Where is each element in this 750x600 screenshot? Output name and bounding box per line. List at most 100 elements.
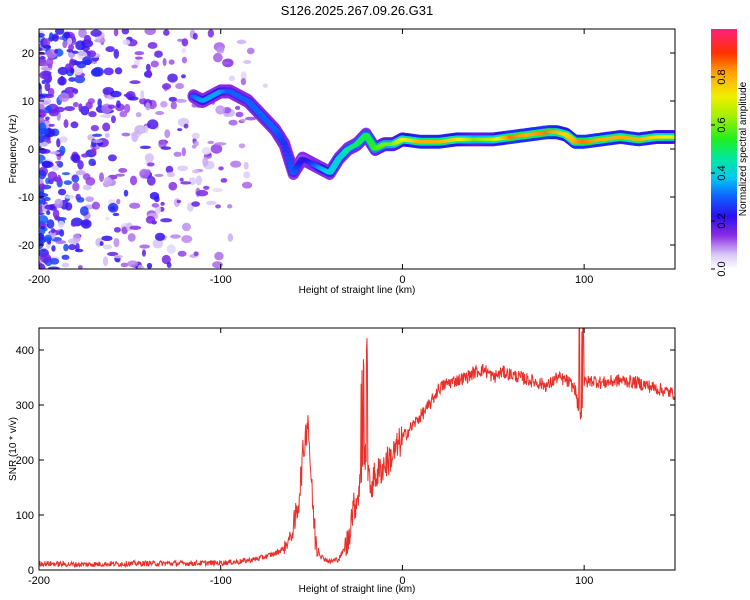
noise-blob bbox=[94, 38, 106, 43]
noise-blob bbox=[99, 241, 104, 247]
ridge-core bbox=[668, 135, 675, 139]
noise-blob bbox=[154, 195, 160, 203]
noise-blob bbox=[129, 202, 141, 209]
noise-blob bbox=[154, 173, 164, 177]
noise-blob bbox=[141, 249, 146, 257]
noise-blob bbox=[137, 264, 145, 269]
noise-blob bbox=[230, 160, 242, 168]
noise-blob bbox=[207, 140, 215, 145]
noise-blob bbox=[102, 244, 113, 250]
noise-blob bbox=[202, 156, 209, 167]
noise-blob bbox=[49, 151, 61, 155]
noise-blob bbox=[240, 118, 246, 123]
ridge-core bbox=[280, 142, 289, 146]
noise-blob bbox=[129, 175, 138, 186]
noise-blob bbox=[135, 112, 142, 118]
noise-blob bbox=[39, 169, 47, 180]
noise-blob bbox=[88, 111, 97, 118]
noise-blob bbox=[70, 121, 79, 129]
noise-blob bbox=[56, 138, 61, 148]
noise-blob bbox=[113, 254, 124, 259]
noise-blob bbox=[61, 172, 71, 176]
noise-blob bbox=[168, 59, 175, 65]
noise-blob bbox=[234, 105, 241, 111]
noise-blob bbox=[214, 142, 227, 146]
noise-blob bbox=[129, 225, 142, 230]
noise-blob bbox=[43, 38, 51, 47]
noise-blob bbox=[109, 90, 122, 98]
noise-blob bbox=[127, 96, 139, 101]
noise-blob bbox=[243, 171, 251, 179]
noise-blob bbox=[161, 83, 172, 90]
noise-blob bbox=[51, 33, 60, 42]
noise-blob bbox=[50, 228, 56, 234]
noise-blob bbox=[134, 124, 146, 135]
noise-blob bbox=[181, 38, 189, 47]
noise-blob bbox=[99, 114, 111, 118]
noise-blob bbox=[228, 119, 238, 126]
noise-blob bbox=[175, 98, 187, 103]
noise-blob bbox=[228, 75, 235, 82]
noise-blob bbox=[227, 204, 233, 209]
noise-blob bbox=[212, 261, 223, 269]
noise-blob bbox=[177, 128, 183, 132]
noise-blob bbox=[78, 103, 83, 112]
spectrogram-xlabel: Height of straight line (km) bbox=[299, 285, 416, 296]
noise-blob bbox=[240, 71, 247, 81]
noise-blob bbox=[55, 240, 66, 245]
noise-blob bbox=[123, 93, 134, 98]
noise-blob bbox=[212, 188, 223, 193]
noise-blob bbox=[214, 251, 224, 261]
noise-blob bbox=[44, 234, 52, 242]
noise-blob bbox=[70, 154, 80, 162]
noise-blob bbox=[41, 160, 52, 168]
noise-blob bbox=[77, 265, 83, 269]
noise-blob bbox=[122, 39, 131, 46]
noise-blob bbox=[144, 153, 155, 163]
noise-blob bbox=[243, 161, 249, 170]
noise-blob bbox=[192, 169, 200, 174]
noise-blob bbox=[145, 215, 156, 224]
noise-blob bbox=[39, 199, 43, 206]
noise-blob bbox=[85, 177, 96, 186]
noise-blob bbox=[107, 202, 119, 213]
x-tick-label: -200 bbox=[28, 274, 50, 286]
noise-blob bbox=[61, 262, 70, 268]
noise-blob bbox=[154, 50, 163, 58]
noise-blob bbox=[44, 81, 51, 92]
noise-blob bbox=[64, 195, 75, 199]
noise-blob bbox=[39, 148, 51, 154]
ridge-core bbox=[285, 160, 294, 164]
colorbar-tick-label: 0.4 bbox=[716, 165, 728, 180]
y-tick-label: 100 bbox=[16, 510, 34, 522]
noise-blob bbox=[46, 219, 55, 229]
colorbar-tick-label: 0.8 bbox=[716, 69, 728, 84]
spectrogram-ridge bbox=[187, 84, 675, 180]
noise-blob bbox=[39, 70, 52, 80]
noise-blob bbox=[104, 132, 110, 138]
noise-blob bbox=[65, 63, 72, 72]
noise-blob bbox=[64, 86, 76, 94]
noise-blob bbox=[62, 40, 68, 49]
noise-blob bbox=[40, 226, 46, 230]
figure-title: S126.2025.267.09.26.G31 bbox=[281, 3, 434, 18]
noise-blob bbox=[54, 29, 65, 35]
noise-blob bbox=[139, 168, 150, 179]
noise-blob bbox=[183, 123, 189, 129]
noise-blob bbox=[160, 101, 168, 108]
snr-axes: -200 -100 0 100 0 100 200 300 400 bbox=[16, 328, 675, 587]
noise-blob bbox=[135, 56, 143, 60]
colorbar-ticks: 0.0 0.2 0.4 0.6 0.8 bbox=[711, 69, 728, 277]
noise-blob bbox=[139, 244, 151, 249]
noise-blob bbox=[75, 170, 86, 176]
y-tick-label: 300 bbox=[16, 400, 34, 412]
noise-blob bbox=[181, 147, 186, 157]
noise-blob bbox=[134, 59, 141, 66]
noise-blob bbox=[64, 106, 75, 112]
noise-blob bbox=[191, 201, 200, 207]
y-tick-label: 0 bbox=[28, 144, 34, 156]
noise-blob bbox=[76, 61, 87, 69]
noise-blob bbox=[43, 44, 51, 49]
noise-blob bbox=[39, 183, 46, 190]
noise-blob bbox=[181, 48, 187, 54]
